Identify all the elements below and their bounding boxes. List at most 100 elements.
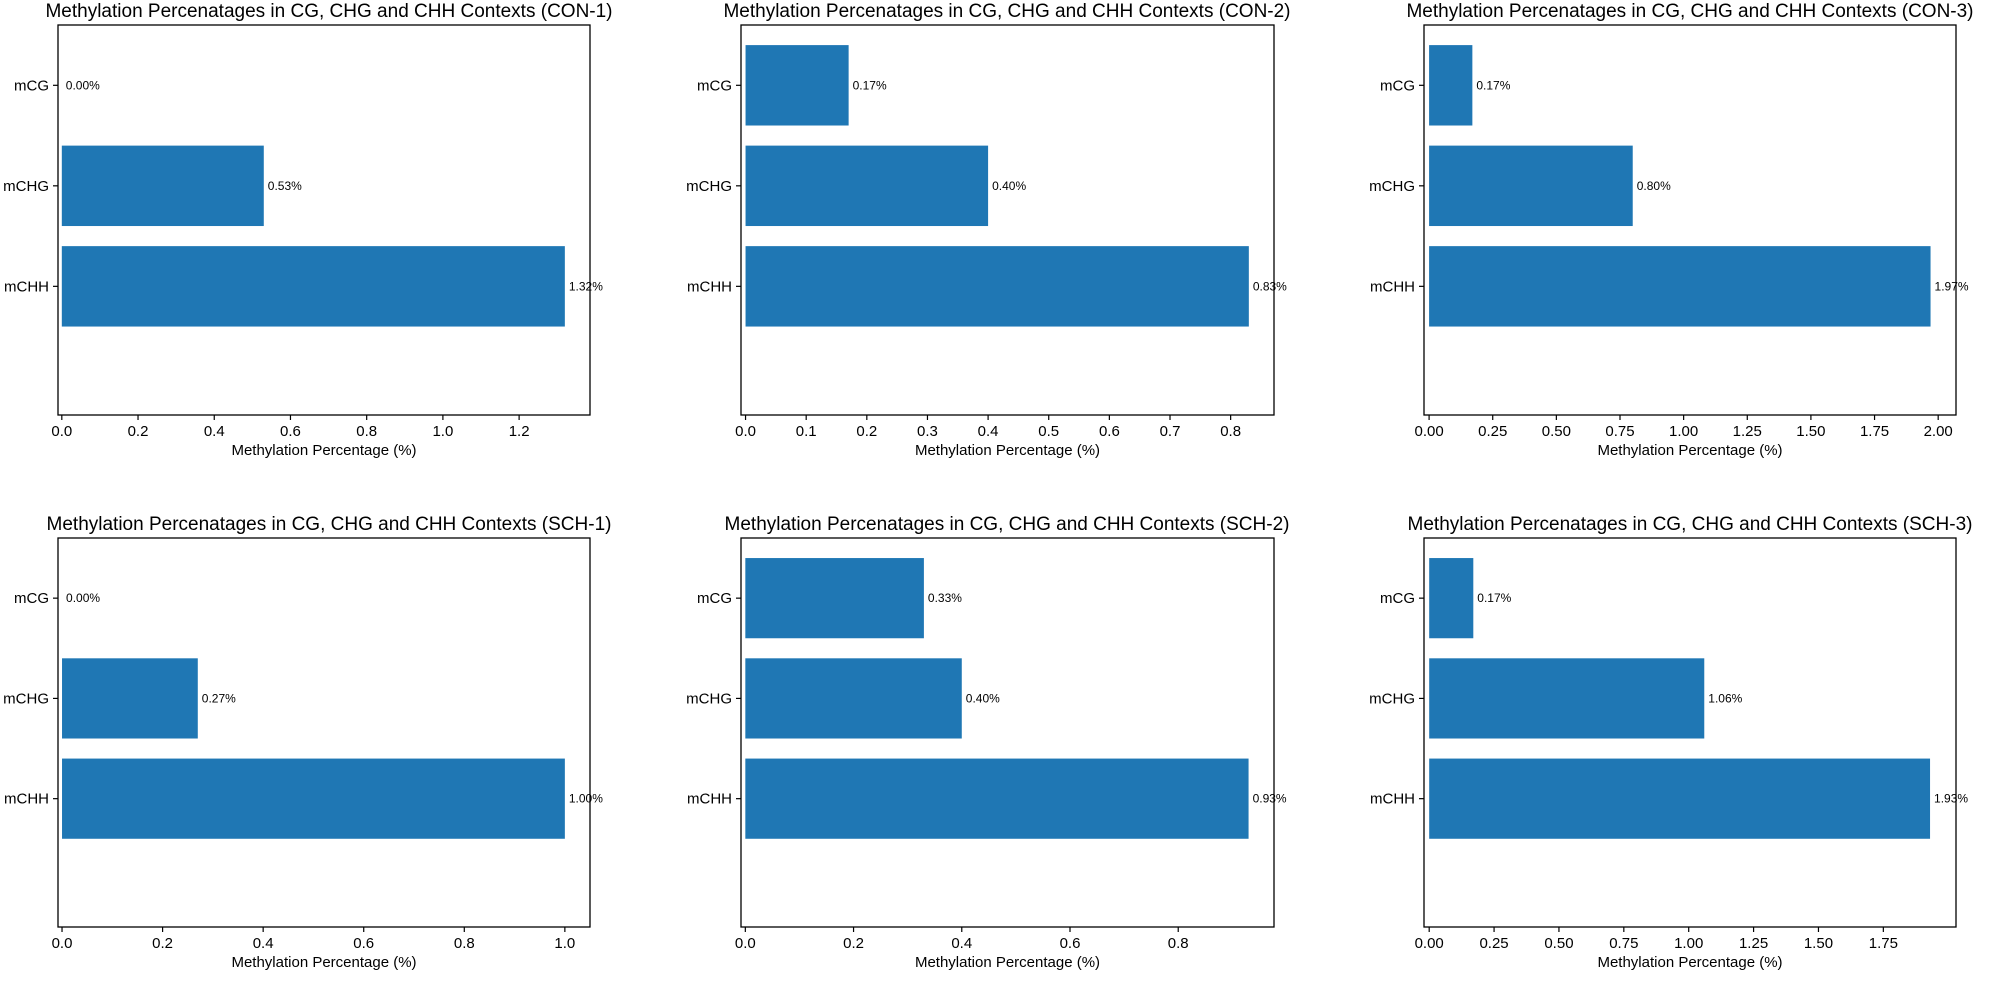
ytick-label-mCHH: mCHH xyxy=(687,791,732,808)
chart-panel-1: Methylation Percenatages in CG, CHG and … xyxy=(3,1,612,459)
data-label-mCHG: 0.27% xyxy=(202,691,236,705)
xtick-label: 0.5 xyxy=(1038,423,1059,440)
xtick-label: 0.4 xyxy=(204,423,225,440)
bar-mCHG xyxy=(62,658,198,739)
axes-frame xyxy=(1423,24,1957,416)
x-axis-label: Methylation Percentage (%) xyxy=(915,442,1100,459)
ytick-label-mCHG: mCHG xyxy=(686,690,732,707)
xtick-label: 0.0 xyxy=(51,423,72,440)
x-axis-label: Methylation Percentage (%) xyxy=(231,442,416,459)
xtick-label: 1.50 xyxy=(1804,935,1833,952)
chart-panel-6: Methylation Percenatages in CG, CHG and … xyxy=(1369,514,1972,971)
xtick-label: 0.2 xyxy=(856,423,877,440)
data-label-mCHH: 1.00% xyxy=(569,792,603,806)
xtick-label: 2.00 xyxy=(1924,423,1953,440)
ytick-label-mCG: mCG xyxy=(14,590,49,607)
xtick-label: 0.8 xyxy=(1220,423,1241,440)
axes-frame xyxy=(1423,537,1957,928)
bar-mCHH xyxy=(62,758,565,839)
axes-frame xyxy=(57,24,591,416)
xtick-label: 0.0 xyxy=(735,423,756,440)
xtick-label: 1.0 xyxy=(554,935,575,952)
data-label-mCHH: 1.97% xyxy=(1935,279,1969,293)
xtick-label: 0.50 xyxy=(1544,935,1573,952)
xtick-label: 0.0 xyxy=(52,935,73,952)
xtick-label: 0.75 xyxy=(1605,423,1634,440)
bar-mCG xyxy=(1429,45,1473,126)
xtick-label: 0.6 xyxy=(1099,423,1120,440)
xtick-label: 0.25 xyxy=(1478,423,1507,440)
xtick-label: 0.2 xyxy=(152,935,173,952)
data-label-mCG: 0.17% xyxy=(1477,591,1511,605)
xtick-label: 1.0 xyxy=(432,423,453,440)
xtick-label: 0.7 xyxy=(1160,423,1181,440)
ytick-label-mCHG: mCHG xyxy=(1369,178,1415,195)
xtick-label: 0.8 xyxy=(356,423,377,440)
chart-title: Methylation Percenatages in CG, CHG and … xyxy=(725,514,1290,535)
xtick-label: 1.25 xyxy=(1739,935,1768,952)
data-label-mCHH: 0.93% xyxy=(1253,792,1287,806)
ytick-label-mCHG: mCHG xyxy=(1369,690,1415,707)
data-label-mCG: 0.00% xyxy=(66,591,100,605)
ytick-label-mCHH: mCHH xyxy=(4,791,49,808)
bar-mCHG xyxy=(745,658,962,739)
ytick-label-mCHG: mCHG xyxy=(3,690,49,707)
x-axis-label: Methylation Percentage (%) xyxy=(231,954,416,971)
bar-mCHH xyxy=(1429,246,1931,327)
ytick-label-mCHG: mCHG xyxy=(686,178,732,195)
data-label-mCHH: 1.93% xyxy=(1934,792,1968,806)
xtick-label: 0.6 xyxy=(280,423,301,440)
data-label-mCG: 0.17% xyxy=(853,78,887,92)
xtick-label: 0.4 xyxy=(978,423,999,440)
data-label-mCHH: 1.32% xyxy=(569,279,603,293)
bar-mCG xyxy=(1429,558,1474,639)
ytick-label-mCG: mCG xyxy=(14,77,49,94)
axes-frame xyxy=(740,24,1275,416)
data-label-mCG: 0.00% xyxy=(66,78,100,92)
data-label-mCG: 0.17% xyxy=(1476,78,1510,92)
data-label-mCHG: 0.40% xyxy=(966,691,1000,705)
chart-panel-2: Methylation Percenatages in CG, CHG and … xyxy=(686,1,1290,459)
data-label-mCG: 0.33% xyxy=(928,591,962,605)
xtick-label: 1.75 xyxy=(1860,423,1889,440)
bar-mCHG xyxy=(61,145,264,227)
axes-frame xyxy=(740,537,1275,928)
data-label-mCHG: 0.53% xyxy=(268,179,302,193)
ytick-label-mCHH: mCHH xyxy=(1370,791,1415,808)
data-label-mCHH: 0.83% xyxy=(1253,279,1287,293)
bar-mCHG xyxy=(1429,145,1633,227)
axes-frame xyxy=(57,537,591,928)
ytick-label-mCHH: mCHH xyxy=(687,278,732,295)
xtick-label: 0.2 xyxy=(128,423,149,440)
xtick-label: 0.25 xyxy=(1479,935,1508,952)
xtick-label: 0.4 xyxy=(253,935,274,952)
bar-mCG xyxy=(745,558,924,639)
xtick-label: 0.6 xyxy=(353,935,374,952)
bar-mCHH xyxy=(745,758,1249,839)
bar-mCHH xyxy=(1429,758,1931,839)
ytick-label-mCG: mCG xyxy=(697,590,732,607)
chart-title: Methylation Percenatages in CG, CHG and … xyxy=(1406,1,1973,22)
xtick-label: 0.1 xyxy=(796,423,817,440)
xtick-label: 1.00 xyxy=(1674,935,1703,952)
bar-mCHH xyxy=(61,246,565,327)
ytick-label-mCHH: mCHH xyxy=(4,278,49,295)
xtick-label: 0.0 xyxy=(735,935,756,952)
xtick-label: 0.00 xyxy=(1414,423,1443,440)
data-label-mCHG: 1.06% xyxy=(1708,691,1742,705)
x-axis-label: Methylation Percentage (%) xyxy=(915,954,1100,971)
ytick-label-mCHG: mCHG xyxy=(3,178,49,195)
xtick-label: 0.2 xyxy=(843,935,864,952)
xtick-label: 1.2 xyxy=(509,423,530,440)
bar-mCHH xyxy=(745,246,1249,327)
chart-panel-3: Methylation Percenatages in CG, CHG and … xyxy=(1369,1,1973,459)
data-label-mCHG: 0.80% xyxy=(1637,179,1671,193)
xtick-label: 0.8 xyxy=(454,935,475,952)
xtick-label: 1.75 xyxy=(1869,935,1898,952)
chart-panel-4: Methylation Percenatages in CG, CHG and … xyxy=(3,514,611,971)
ytick-label-mCG: mCG xyxy=(697,77,732,94)
xtick-label: 0.4 xyxy=(951,935,972,952)
x-axis-label: Methylation Percentage (%) xyxy=(1597,442,1782,459)
bar-mCHG xyxy=(1429,658,1705,739)
